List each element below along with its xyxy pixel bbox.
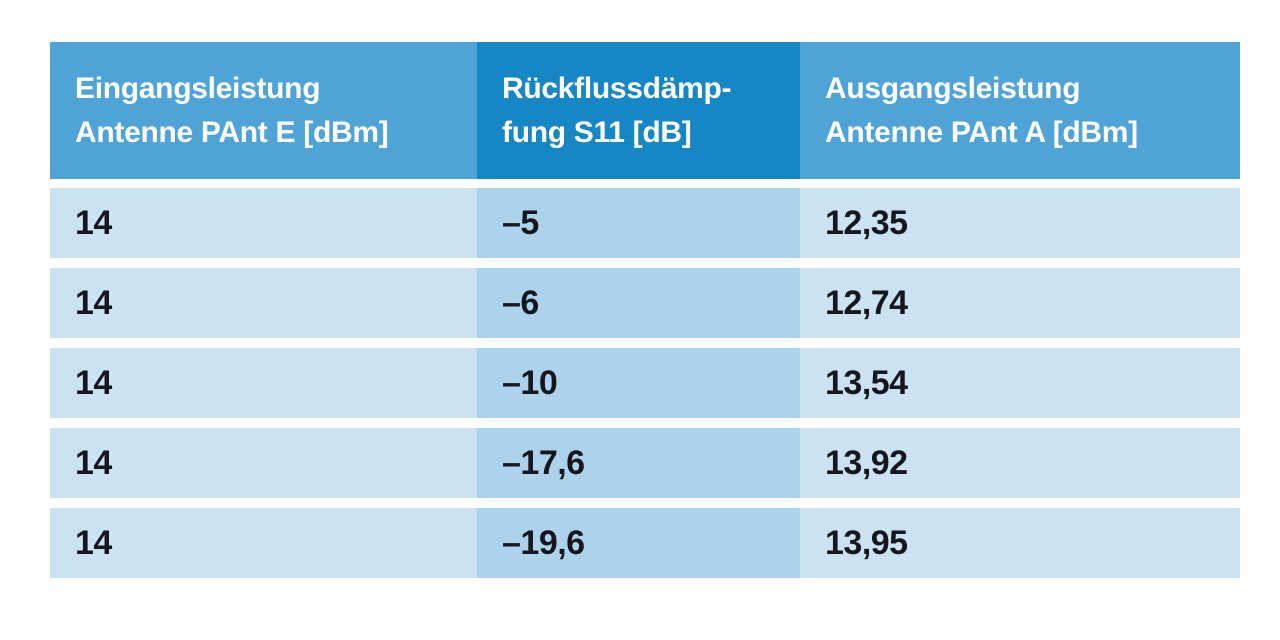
cell-ausgangsleistung: 13,92 [800, 428, 1240, 498]
table-row: 14 –6 12,74 [50, 268, 1240, 338]
cell-ausgangsleistung: 12,74 [800, 268, 1240, 338]
cell-rueckflussdaempfung: –6 [477, 268, 800, 338]
cell-value: 14 [75, 443, 112, 482]
cell-value: –6 [502, 283, 539, 322]
header-cell-ausgangsleistung: Ausgangsleistung Antenne PAnt A [dBm] [800, 42, 1240, 179]
cell-value: –5 [502, 203, 539, 242]
cell-value: –10 [502, 363, 558, 402]
table-row: 14 –10 13,54 [50, 348, 1240, 418]
cell-eingangsleistung: 14 [50, 348, 477, 418]
cell-value: –17,6 [502, 443, 585, 482]
cell-value: 12,35 [825, 203, 908, 242]
header-line: Antenne PAnt E [dBm] [75, 115, 389, 149]
cell-value: 14 [75, 523, 112, 562]
cell-value: 13,54 [825, 363, 908, 402]
cell-value: 14 [75, 363, 112, 402]
cell-eingangsleistung: 14 [50, 508, 477, 578]
cell-ausgangsleistung: 13,95 [800, 508, 1240, 578]
cell-value: 14 [75, 283, 112, 322]
cell-rueckflussdaempfung: –10 [477, 348, 800, 418]
cell-value: 13,92 [825, 443, 908, 482]
cell-rueckflussdaempfung: –19,6 [477, 508, 800, 578]
header-line: Eingangsleistung [75, 71, 321, 105]
cell-rueckflussdaempfung: –17,6 [477, 428, 800, 498]
cell-value: 13,95 [825, 523, 908, 562]
table-row: 14 –5 12,35 [50, 188, 1240, 258]
table-row: 14 –19,6 13,95 [50, 508, 1240, 578]
cell-value: 14 [75, 203, 112, 242]
header-line: Ausgangsleistung [825, 71, 1081, 105]
cell-ausgangsleistung: 13,54 [800, 348, 1240, 418]
cell-eingangsleistung: 14 [50, 188, 477, 258]
cell-eingangsleistung: 14 [50, 428, 477, 498]
header-cell-eingangsleistung: Eingangsleistung Antenne PAnt E [dBm] [50, 42, 477, 179]
measurement-table: Eingangsleistung Antenne PAnt E [dBm] Rü… [50, 42, 1240, 588]
cell-value: –19,6 [502, 523, 585, 562]
table-header-row: Eingangsleistung Antenne PAnt E [dBm] Rü… [50, 42, 1240, 179]
cell-eingangsleistung: 14 [50, 268, 477, 338]
cell-rueckflussdaempfung: –5 [477, 188, 800, 258]
cell-value: 12,74 [825, 283, 908, 322]
header-line: fung S11 [dB] [502, 115, 692, 149]
header-line: Rückflussdämp- [502, 71, 732, 105]
cell-ausgangsleistung: 12,35 [800, 188, 1240, 258]
header-cell-rueckflussdaempfung: Rückflussdämp- fung S11 [dB] [477, 42, 800, 179]
header-line: Antenne PAnt A [dBm] [825, 115, 1138, 149]
table-row: 14 –17,6 13,92 [50, 428, 1240, 498]
